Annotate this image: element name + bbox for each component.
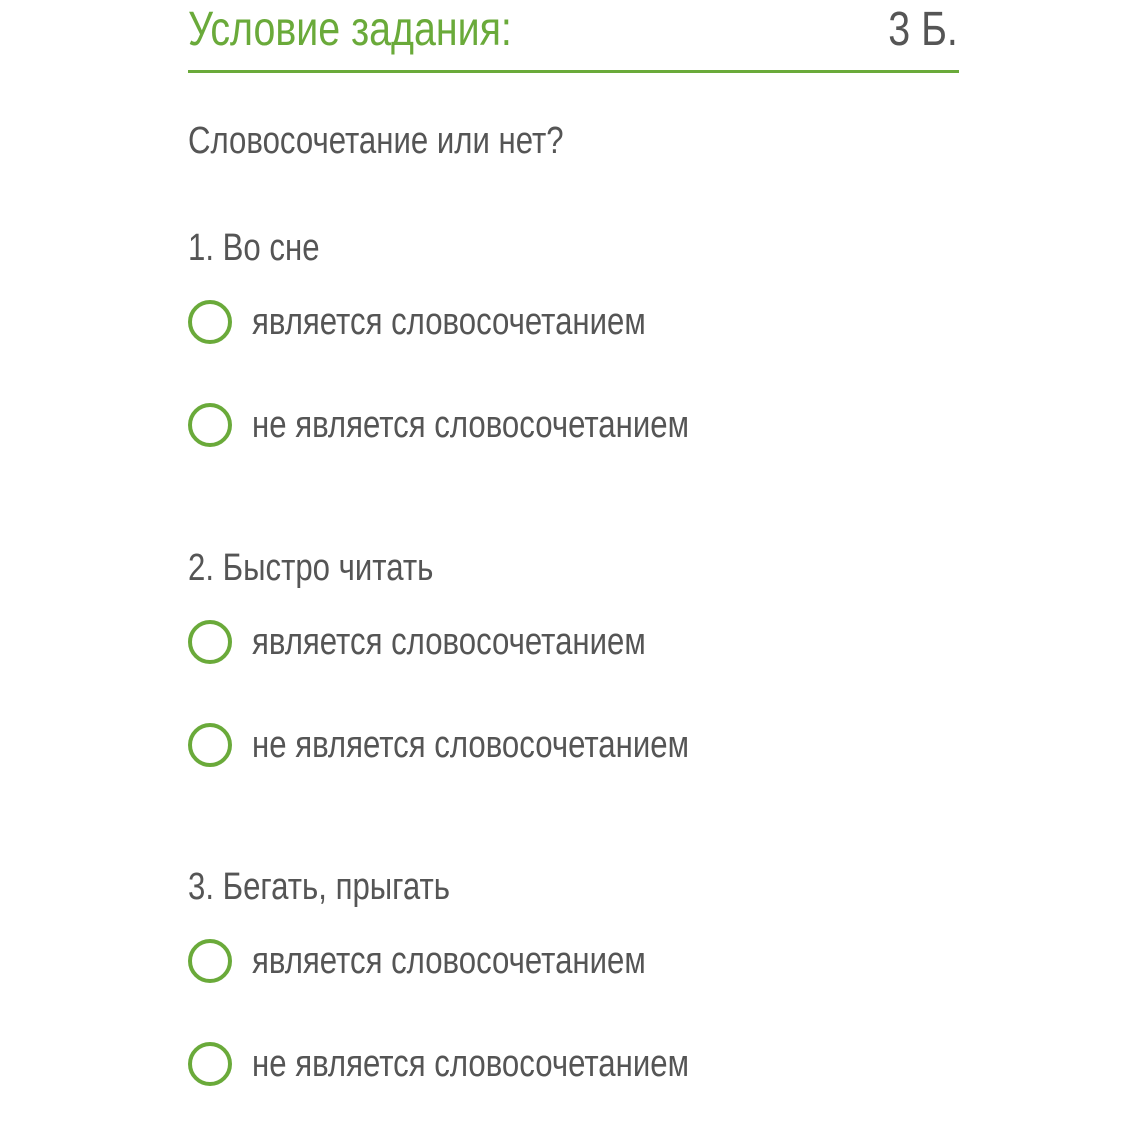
task-condition-title: Условие задания: xyxy=(188,3,512,56)
item-3-label: 3. Бегать, прыгать xyxy=(188,866,451,908)
radio-icon[interactable] xyxy=(188,1042,232,1086)
item-3-option-yes[interactable]: является словосочетанием xyxy=(188,938,732,984)
question-text: Словосочетание или нет? xyxy=(188,120,564,162)
radio-icon[interactable] xyxy=(188,723,232,767)
header-divider xyxy=(188,70,959,73)
item-2-option-yes[interactable]: является словосочетанием xyxy=(188,619,732,665)
task-points: 3 Б. xyxy=(888,3,958,56)
radio-icon[interactable] xyxy=(188,620,232,664)
radio-icon[interactable] xyxy=(188,300,232,344)
radio-icon[interactable] xyxy=(188,939,232,983)
item-2-label: 2. Быстро читать xyxy=(188,547,434,589)
radio-icon[interactable] xyxy=(188,403,232,447)
item-1-option-yes[interactable]: является словосочетанием xyxy=(188,299,732,345)
item-3-option-no[interactable]: не является словосочетанием xyxy=(188,1041,785,1087)
item-1-option-no[interactable]: не является словосочетанием xyxy=(188,402,785,448)
item-1-label: 1. Во сне xyxy=(188,227,320,269)
item-2-option-no[interactable]: не является словосочетанием xyxy=(188,722,785,768)
